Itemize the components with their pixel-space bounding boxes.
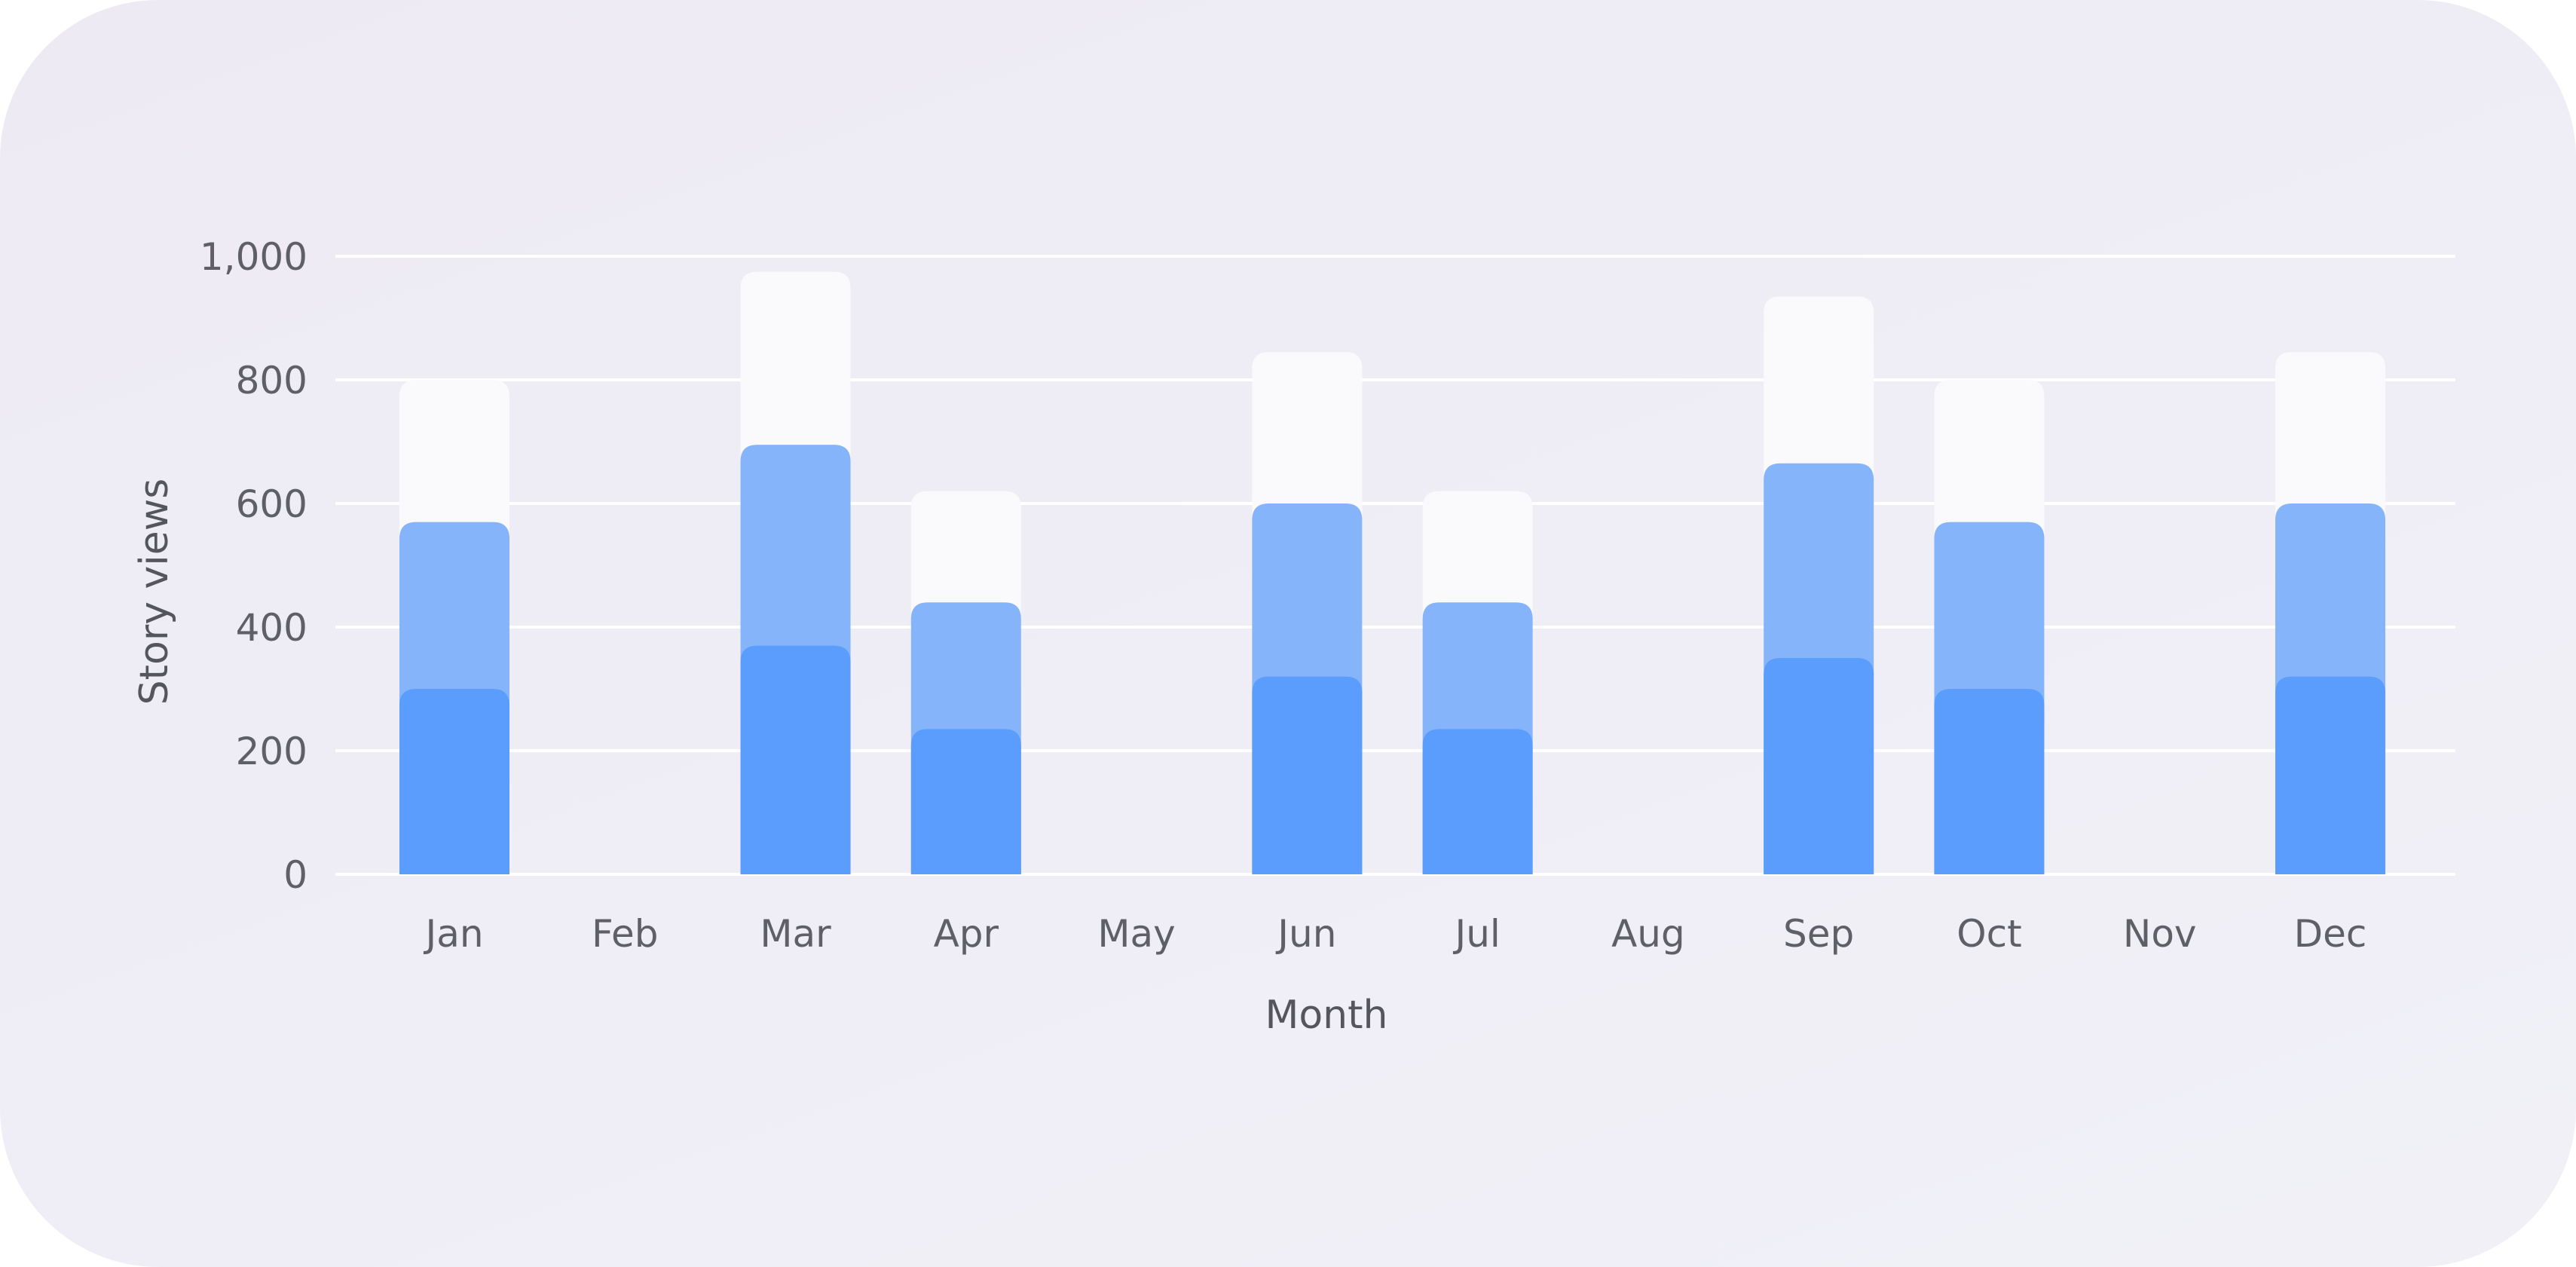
bar-segment-jul-1 [1422, 729, 1533, 874]
x-tick-label: Jul [1452, 912, 1500, 956]
x-tick-label: Jan [423, 912, 483, 956]
bar-segment-oct-1 [1934, 689, 2045, 874]
y-axis-title: Story views [132, 479, 177, 705]
x-axis-title: Month [1265, 993, 1388, 1038]
y-axis-ticks: 0 200 400 600 800 1,000 [200, 235, 307, 897]
bar-segment-jan-1 [399, 689, 509, 874]
bars [399, 271, 2385, 875]
bar-segment-apr-1 [910, 729, 1021, 874]
bar-segment-mar-1 [740, 645, 851, 874]
y-tick-label: 0 [283, 853, 307, 897]
x-tick-label: Mar [760, 912, 831, 956]
bar-segment-dec-1 [2275, 676, 2385, 874]
x-tick-label: Sep [1783, 912, 1854, 956]
bar-segment-jun-1 [1252, 676, 1363, 874]
y-tick-label: 800 [236, 359, 307, 402]
y-tick-label: 1,000 [200, 235, 307, 279]
x-tick-label: Jun [1275, 912, 1336, 956]
x-tick-label: May [1097, 912, 1175, 956]
x-tick-label: Oct [1956, 912, 2021, 956]
bar-segment-sep-1 [1764, 658, 1874, 874]
y-tick-label: 200 [236, 730, 307, 773]
x-tick-label: Apr [934, 912, 999, 956]
x-axis-ticks: Jan Feb Mar Apr May Jun Jul Aug Sep Oct Nov Dec [423, 912, 2366, 956]
x-tick-label: Dec [2294, 912, 2367, 956]
x-tick-label: Aug [1611, 912, 1685, 956]
x-tick-label: Feb [592, 912, 659, 956]
y-tick-label: 400 [236, 606, 307, 650]
x-tick-label: Nov [2123, 912, 2197, 956]
gridlines [335, 255, 2455, 876]
y-tick-label: 600 [236, 482, 307, 526]
